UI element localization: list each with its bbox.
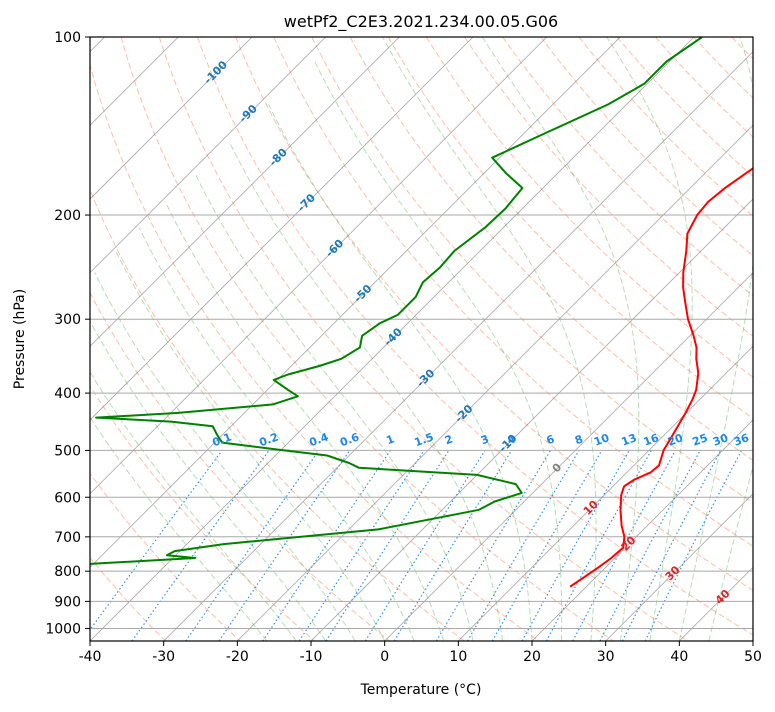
mixing-ratio-label: 36 [732, 431, 751, 449]
dry-adiabat-line [7, 37, 390, 641]
y-tick-label: 600 [54, 490, 81, 506]
isotherm-label: -50 [351, 282, 374, 305]
x-tick-label: 50 [744, 649, 762, 665]
dry-adiabat-line [770, 37, 775, 641]
isotherm-label: -90 [237, 102, 260, 125]
isotherm-label: 30 [663, 563, 683, 583]
isotherm-line [753, 37, 775, 641]
isotherm-line [0, 37, 326, 641]
mixing-ratio-line [365, 450, 485, 641]
isotherm-label: -80 [267, 145, 290, 168]
mixing-ratio-label: 0.4 [307, 430, 330, 449]
mixing-ratio-label: 2 [443, 433, 455, 448]
mixing-ratio-label: 3 [479, 433, 491, 448]
y-tick-label: 700 [54, 530, 81, 546]
mixing-ratio-lines [82, 450, 742, 641]
x-tick-label: 40 [670, 649, 688, 665]
profile-series [0, 37, 775, 587]
y-axis-label: Pressure (hPa) [12, 289, 28, 389]
mixing-ratio-label: 0.2 [257, 430, 280, 449]
dry-adiabat-line [198, 37, 763, 641]
mixing-ratio-label: 10 [592, 431, 611, 449]
x-tick-label: 10 [449, 649, 467, 665]
moist-adiabat-line [229, 141, 503, 641]
mixing-ratio-label: 16 [642, 431, 661, 449]
x-axis-ticks: -40 -30 -20 -10 0 10 20 30 40 50 [79, 641, 762, 665]
isotherm-label: -30 [414, 366, 437, 389]
isotherm-label: -60 [323, 236, 346, 259]
isotherm-label: -20 [452, 402, 475, 425]
y-tick-label: 200 [54, 208, 81, 224]
moist-adiabat-line [482, 37, 638, 641]
mixing-ratio-label: 1 [384, 433, 396, 448]
plot-area: -100-90-80-70-60-50-40-30-20-10010203040… [0, 37, 775, 641]
isotherm-label: 10 [581, 497, 601, 517]
mixing-ratio-line [326, 450, 449, 641]
dry-adiabat-line [350, 37, 775, 641]
isotherm-label: -40 [382, 325, 405, 348]
chart-title: wetPf2_C2E3.2021.234.00.05.G06 [284, 12, 558, 32]
y-tick-label: 400 [54, 386, 81, 402]
pressure-gridlines [90, 37, 753, 629]
dry-adiabat-line [0, 37, 315, 641]
x-tick-label: 20 [523, 649, 541, 665]
isotherm-label: 40 [713, 587, 733, 607]
mixing-ratio-line [522, 450, 629, 641]
moist-adiabats [39, 37, 775, 641]
y-axis-ticks: 100 200 300 400 500 600 700 800 900 1000 [45, 30, 90, 637]
isotherm-line [16, 37, 620, 641]
x-tick-label: 30 [597, 649, 615, 665]
y-tick-label: 900 [54, 594, 81, 610]
moist-adiabat-line [75, 292, 326, 641]
y-tick-label: 1000 [45, 621, 81, 637]
mixing-ratio-line [468, 450, 580, 641]
dry-adiabat-line [426, 37, 775, 641]
mixing-ratio-line [82, 450, 222, 641]
y-tick-label: 100 [54, 30, 81, 46]
dry-adiabat-line [388, 37, 775, 641]
mixing-ratio-label: 20 [666, 431, 685, 449]
moist-adiabat-line [165, 202, 443, 641]
isotherm-line [0, 37, 399, 641]
moist-adiabat-line [95, 272, 356, 641]
x-tick-label: -10 [300, 649, 323, 665]
mixing-ratio-label: 25 [691, 431, 710, 448]
isotherm-label: 0 [550, 460, 565, 475]
x-tick-label: -30 [152, 649, 175, 665]
x-tick-label: 0 [380, 649, 389, 665]
y-tick-label: 500 [54, 443, 81, 459]
mixing-ratio-label: 6 [545, 432, 557, 447]
isotherm-label: -70 [295, 191, 318, 214]
y-tick-label: 300 [54, 312, 81, 328]
mixing-ratio-label: 0.1 [211, 430, 234, 449]
mixing-ratio-line [219, 450, 350, 641]
isotherm-line [0, 37, 252, 641]
x-axis-label: Temperature (°C) [360, 682, 482, 698]
isotherm-line [532, 37, 775, 641]
y-tick-label: 800 [54, 564, 81, 580]
x-tick-label: -40 [79, 649, 102, 665]
mixing-ratio-line [645, 450, 741, 641]
mixing-ratio-label: 8 [573, 433, 585, 448]
dry-adiabat-line [694, 37, 775, 641]
mixing-ratio-label: 13 [620, 431, 639, 448]
moist-adiabat-line [315, 62, 562, 642]
isotherm-line [0, 37, 547, 641]
dry-adiabat-line [655, 37, 775, 641]
isotherm-line [164, 37, 768, 641]
x-tick-label: -20 [226, 649, 249, 665]
